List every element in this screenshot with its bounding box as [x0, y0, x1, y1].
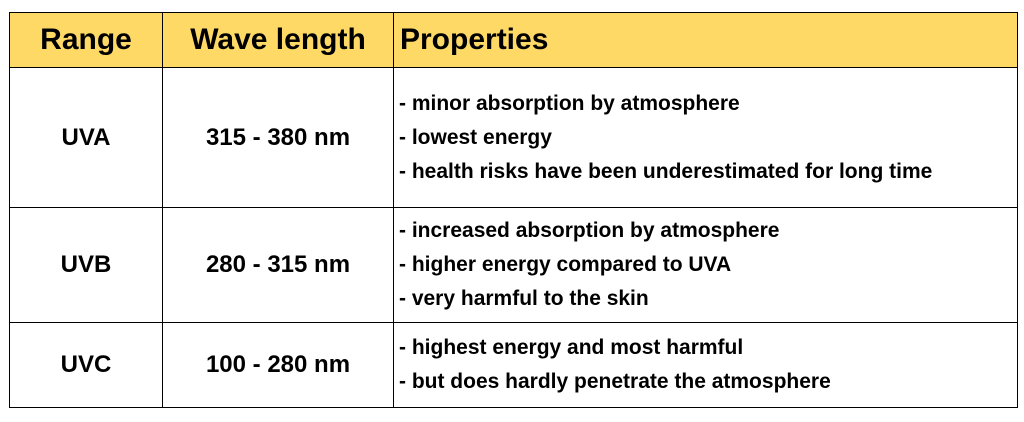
wavelength-cell: 315 - 380 nm: [162, 67, 394, 208]
wavelength-cell: 280 - 315 nm: [162, 207, 394, 323]
property-item: - higher energy compared to UVA: [399, 253, 732, 276]
table-header-row: Range Wave length Properties: [9, 12, 1018, 68]
property-item: - health risks have been underestimated …: [399, 159, 933, 183]
property-item: - minor absorption by atmosphere: [399, 91, 740, 115]
table-row: UVB 280 - 315 nm - increased absorption …: [9, 207, 1018, 323]
properties-cell: - highest energy and most harmful - but …: [393, 322, 1018, 408]
table-row: UVA 315 - 380 nm - minor absorption by a…: [9, 67, 1018, 208]
range-cell: UVC: [9, 322, 163, 408]
property-item: - but does hardly penetrate the atmosphe…: [399, 370, 831, 393]
uv-range-table: Range Wave length Properties UVA 315 - 3…: [9, 12, 1018, 408]
properties-cell: - increased absorption by atmosphere - h…: [393, 207, 1018, 323]
wavelength-cell: 100 - 280 nm: [162, 322, 394, 408]
header-range: Range: [9, 12, 163, 68]
property-item: - lowest energy: [399, 125, 552, 149]
property-item: - very harmful to the skin: [399, 287, 649, 310]
table-row: UVC 100 - 280 nm - highest energy and mo…: [9, 322, 1018, 408]
header-wavelength: Wave length: [162, 12, 394, 68]
header-properties: Properties: [393, 12, 1018, 68]
property-item: - highest energy and most harmful: [399, 336, 744, 359]
properties-cell: - minor absorption by atmosphere - lowes…: [393, 67, 1018, 208]
property-item: - increased absorption by atmosphere: [399, 219, 780, 242]
range-cell: UVB: [9, 207, 163, 323]
range-cell: UVA: [9, 67, 163, 208]
